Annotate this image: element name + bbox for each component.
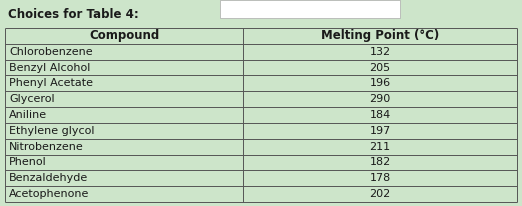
Text: 184: 184 <box>370 110 390 120</box>
Text: Aniline: Aniline <box>9 110 47 120</box>
Bar <box>5 107 517 123</box>
Text: 132: 132 <box>370 47 390 57</box>
Text: 211: 211 <box>370 142 390 152</box>
Text: Melting Point (°C): Melting Point (°C) <box>321 29 439 42</box>
Bar <box>5 91 517 107</box>
Text: Ethylene glycol: Ethylene glycol <box>9 126 94 136</box>
Text: Choices for Table 4:: Choices for Table 4: <box>8 8 139 21</box>
Text: 182: 182 <box>370 157 390 167</box>
Bar <box>5 139 517 154</box>
Text: Nitrobenzene: Nitrobenzene <box>9 142 84 152</box>
Text: Benzaldehyde: Benzaldehyde <box>9 173 88 183</box>
Text: 197: 197 <box>370 126 390 136</box>
Text: 196: 196 <box>370 78 390 88</box>
Bar <box>5 170 517 186</box>
Text: Compound: Compound <box>89 29 159 42</box>
Text: 202: 202 <box>370 189 390 199</box>
Text: Chlorobenzene: Chlorobenzene <box>9 47 92 57</box>
Bar <box>5 60 517 75</box>
Bar <box>220 0 400 18</box>
Bar <box>5 154 517 170</box>
Bar <box>5 75 517 91</box>
Text: Phenol: Phenol <box>9 157 47 167</box>
Text: Benzyl Alcohol: Benzyl Alcohol <box>9 63 90 73</box>
Text: Phenyl Acetate: Phenyl Acetate <box>9 78 93 88</box>
Text: Glycerol: Glycerol <box>9 94 55 104</box>
Bar <box>5 28 517 44</box>
Text: 205: 205 <box>370 63 390 73</box>
Bar <box>5 186 517 202</box>
Bar <box>5 44 517 60</box>
Text: Acetophenone: Acetophenone <box>9 189 89 199</box>
Text: 290: 290 <box>370 94 390 104</box>
Bar <box>5 123 517 139</box>
Text: 178: 178 <box>370 173 390 183</box>
